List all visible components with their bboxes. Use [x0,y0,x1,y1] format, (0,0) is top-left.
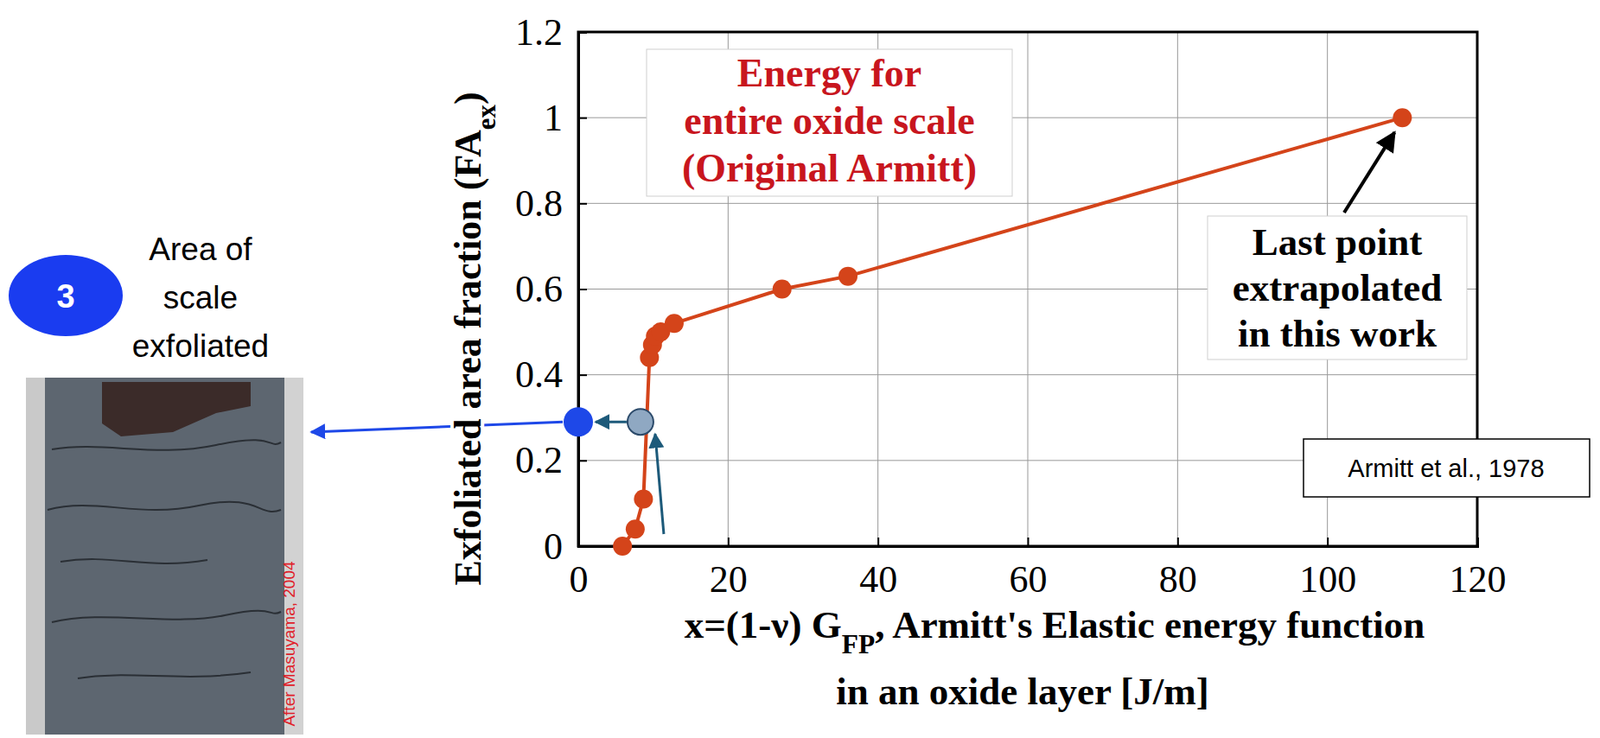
tick: 0.4 [515,353,587,396]
photo-crack [60,559,208,564]
y-axis: 0 0.2 0.4 0.6 0.8 1 1.2 [515,11,587,568]
photo-crack [51,611,281,623]
readout-point [627,408,654,435]
x-axis-title: in an oxide layer [J/m] [835,669,1210,714]
data-point [772,280,792,300]
tick-label: 0.6 [515,267,563,311]
photo-crack [51,439,281,451]
photo: After Masuyama, 2004 [25,377,304,735]
photo-caption: Area of [148,231,253,268]
legend-box [646,49,1013,197]
grid-line [578,203,1478,204]
source-text: Armitt et al., 1978 [1347,454,1544,483]
data-point [625,519,645,539]
tick-label: 1 [543,96,563,140]
tick-label: 60 [1009,558,1048,601]
tick-label: 100 [1299,558,1357,601]
tick-label: 0.2 [515,439,563,482]
tick-label: 120 [1449,558,1507,601]
data-point [1392,108,1412,128]
readout-arrow [655,433,664,535]
tick: 0.6 [515,267,587,311]
tick-label: 0.8 [515,182,563,225]
photo-crack [77,672,251,679]
legend: Energy forentire oxide scale(Original Ar… [646,49,1013,197]
data-point [612,536,632,556]
annotation-text: Last point [1252,220,1422,264]
annotation-arrow [1344,132,1395,213]
tick: 1 [543,96,587,140]
annotation-text: extrapolated [1232,266,1442,310]
tick-label: 1.2 [515,11,563,54]
photo-crack [47,502,281,512]
chart: After Masuyama, 2004 3 Area of scale exfolia… [0,0,1600,738]
tick-label: 80 [1159,558,1198,601]
label-part: ) [446,91,490,105]
photo-edge [25,377,45,735]
tick-label: 40 [859,558,898,601]
data-point [838,267,858,287]
step-label: 3 [56,278,75,315]
label-part: in an oxide layer [J/m] [835,669,1210,714]
photo-credit: After Masuyama, 2004 [280,560,299,727]
step-badge [8,254,123,337]
photo-exfoliated-patch [101,382,251,437]
tick: 1.2 [515,11,587,54]
photo-caption: scale [163,280,238,316]
tick-label: 0 [569,558,589,601]
label-part: x=(1-ν) G [684,603,842,647]
data-point [633,489,653,509]
data-point [664,313,684,333]
leader-arrow [311,421,563,433]
annotation-text: in this work [1237,312,1437,356]
legend-label: (Original Armitt) [682,146,977,191]
photo-caption: exfoliated [132,328,269,364]
grid-line [578,374,1478,376]
axis-line [579,32,588,548]
tick-label: 0.4 [515,353,563,396]
label-part: ex [471,103,502,130]
y-axis-title: Exfoliated area fraction (FAex) [446,91,502,586]
legend-label: entire oxide scale [683,98,975,143]
label-part: FP [841,629,875,660]
source-box [1303,439,1590,498]
label-part: Exfoliated area fraction (FA [446,129,490,587]
x-axis-title: x=(1-ν) GFP, Armitt's Elastic energy fun… [684,603,1426,660]
label-part: , Armitt's Elastic energy function [874,603,1425,647]
annotation-box [1207,216,1467,360]
tick-label: 0 [543,525,563,568]
readout-arrow [595,420,627,424]
tick-label: 20 [709,558,748,601]
photo-background [25,377,304,735]
readout-value [563,407,593,437]
tick: 0.2 [515,439,587,482]
tick: 0.8 [515,182,587,225]
legend-label: Energy for [737,50,922,96]
